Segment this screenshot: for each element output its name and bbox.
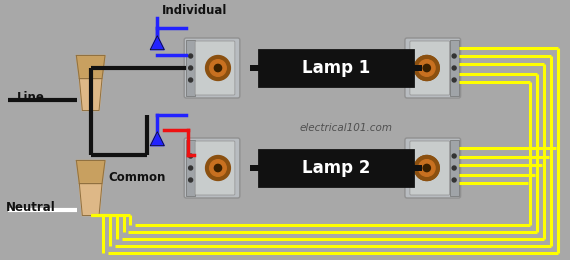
Circle shape	[189, 154, 193, 158]
FancyBboxPatch shape	[184, 138, 240, 198]
Bar	[413, 65, 422, 71]
Polygon shape	[79, 184, 102, 216]
Bar	[259, 150, 413, 186]
Bar	[250, 165, 259, 171]
Polygon shape	[150, 36, 164, 50]
Polygon shape	[76, 55, 105, 79]
Circle shape	[189, 66, 193, 70]
FancyBboxPatch shape	[410, 41, 450, 95]
Circle shape	[214, 164, 222, 172]
Circle shape	[210, 60, 226, 76]
Circle shape	[452, 54, 456, 58]
Circle shape	[214, 64, 222, 72]
Bar	[259, 50, 413, 86]
Text: Lamp 1: Lamp 1	[302, 59, 370, 77]
Text: Common: Common	[108, 171, 166, 184]
FancyBboxPatch shape	[410, 141, 450, 195]
Circle shape	[452, 166, 456, 170]
Circle shape	[206, 155, 230, 180]
Circle shape	[418, 60, 435, 76]
Polygon shape	[79, 79, 102, 110]
Circle shape	[423, 164, 430, 172]
Bar	[450, 140, 459, 196]
Circle shape	[414, 155, 439, 180]
FancyBboxPatch shape	[184, 38, 240, 98]
Circle shape	[189, 166, 193, 170]
Circle shape	[418, 160, 435, 176]
Circle shape	[210, 160, 226, 176]
Polygon shape	[76, 160, 105, 184]
FancyBboxPatch shape	[405, 38, 461, 98]
Bar	[413, 165, 422, 171]
Circle shape	[189, 78, 193, 82]
Bar	[450, 40, 459, 96]
Text: Individual: Individual	[162, 3, 227, 16]
Circle shape	[189, 54, 193, 58]
Circle shape	[452, 66, 456, 70]
Text: Neutral: Neutral	[6, 200, 56, 213]
FancyBboxPatch shape	[405, 138, 461, 198]
Bar	[250, 65, 259, 71]
Circle shape	[452, 154, 456, 158]
Bar	[186, 140, 195, 196]
Circle shape	[206, 56, 230, 81]
Circle shape	[452, 178, 456, 182]
Text: electrical101.com: electrical101.com	[300, 123, 393, 133]
Circle shape	[452, 78, 456, 82]
Polygon shape	[150, 132, 164, 146]
FancyBboxPatch shape	[195, 41, 235, 95]
Circle shape	[414, 56, 439, 81]
Circle shape	[189, 178, 193, 182]
Bar	[186, 40, 195, 96]
FancyBboxPatch shape	[195, 141, 235, 195]
Circle shape	[423, 64, 430, 72]
Text: Line: Line	[17, 90, 45, 103]
Text: Lamp 2: Lamp 2	[302, 159, 370, 177]
